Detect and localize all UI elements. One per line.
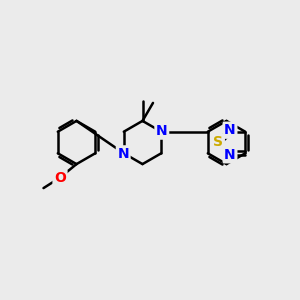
Text: N: N [224,123,236,137]
Text: O: O [54,171,66,184]
Text: N: N [117,147,129,161]
Text: N: N [224,148,236,162]
Text: S: S [213,136,223,149]
Text: N: N [156,124,168,138]
